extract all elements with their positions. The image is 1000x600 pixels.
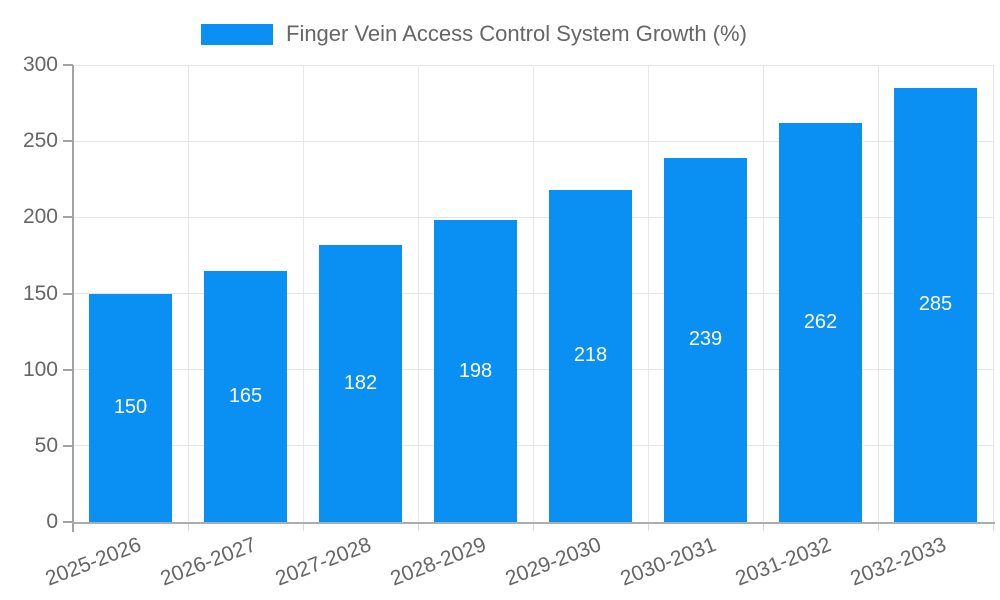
- bar[interactable]: 165: [204, 270, 287, 522]
- y-axis-tick: [63, 292, 73, 295]
- y-axis-tick: [63, 216, 73, 219]
- x-axis-tick: [187, 522, 189, 531]
- x-axis-tick: [992, 522, 994, 531]
- gridline-vertical: [877, 65, 879, 522]
- y-tick-label: 0: [46, 510, 58, 533]
- bar[interactable]: 182: [319, 244, 402, 522]
- y-tick-label: 50: [34, 433, 58, 457]
- gridline-vertical: [187, 65, 189, 522]
- bar[interactable]: 198: [434, 220, 517, 522]
- gridline-vertical: [762, 65, 764, 522]
- x-tick-label: 2025-2026: [42, 533, 145, 591]
- x-tick-label: 2028-2029: [387, 533, 490, 591]
- y-axis-tick: [63, 64, 73, 66]
- y-axis-tick: [63, 140, 73, 143]
- bar[interactable]: 262: [779, 122, 862, 522]
- y-axis-tick: [63, 444, 73, 447]
- y-tick-label: 150: [22, 281, 58, 305]
- gridline-vertical: [302, 65, 304, 522]
- bar-value-label: 262: [803, 310, 838, 333]
- bar-value-label: 182: [343, 371, 378, 394]
- x-axis-tick: [647, 522, 649, 531]
- bar-value-label: 198: [458, 359, 493, 382]
- gridline-vertical: [647, 65, 649, 522]
- bar[interactable]: 150: [89, 293, 172, 522]
- y-axis-tick: [63, 521, 73, 523]
- gridline-vertical: [417, 65, 419, 522]
- y-tick-label: 100: [22, 357, 58, 381]
- x-axis-line: [73, 522, 995, 524]
- x-axis-tick: [532, 522, 534, 531]
- x-axis-tick: [417, 522, 419, 531]
- gridline-vertical: [992, 65, 994, 522]
- legend-swatch[interactable]: [201, 23, 273, 45]
- x-tick-label: 2030-2031: [617, 533, 720, 591]
- bar[interactable]: 218: [549, 189, 632, 522]
- bar-value-label: 165: [228, 384, 263, 407]
- x-tick-label: 2032-2033: [847, 533, 950, 591]
- bar-value-label: 239: [688, 328, 723, 351]
- bar[interactable]: 239: [664, 157, 747, 522]
- x-axis-tick: [877, 522, 879, 531]
- gridline-vertical: [532, 65, 534, 522]
- x-tick-label: 2026-2027: [157, 533, 260, 591]
- y-tick-label: 200: [22, 205, 58, 229]
- bar[interactable]: 285: [894, 87, 977, 522]
- x-axis-tick: [762, 522, 764, 531]
- y-axis-line: [72, 65, 74, 532]
- legend[interactable]: Finger Vein Access Control System Growth…: [201, 14, 747, 54]
- x-tick-label: 2027-2028: [272, 533, 375, 591]
- bar-value-label: 150: [113, 396, 148, 419]
- x-tick-label: 2029-2030: [502, 533, 605, 591]
- legend-label: Finger Vein Access Control System Growth…: [286, 21, 747, 46]
- bar-value-label: 218: [573, 344, 608, 367]
- y-tick-label: 300: [22, 53, 58, 76]
- y-tick-label: 250: [22, 129, 58, 153]
- x-axis-tick: [302, 522, 304, 531]
- x-tick-label: 2031-2032: [732, 533, 835, 591]
- bar-value-label: 285: [918, 293, 953, 316]
- y-axis-tick: [63, 368, 73, 371]
